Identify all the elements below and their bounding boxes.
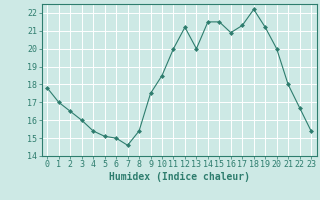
X-axis label: Humidex (Indice chaleur): Humidex (Indice chaleur) [109, 172, 250, 182]
